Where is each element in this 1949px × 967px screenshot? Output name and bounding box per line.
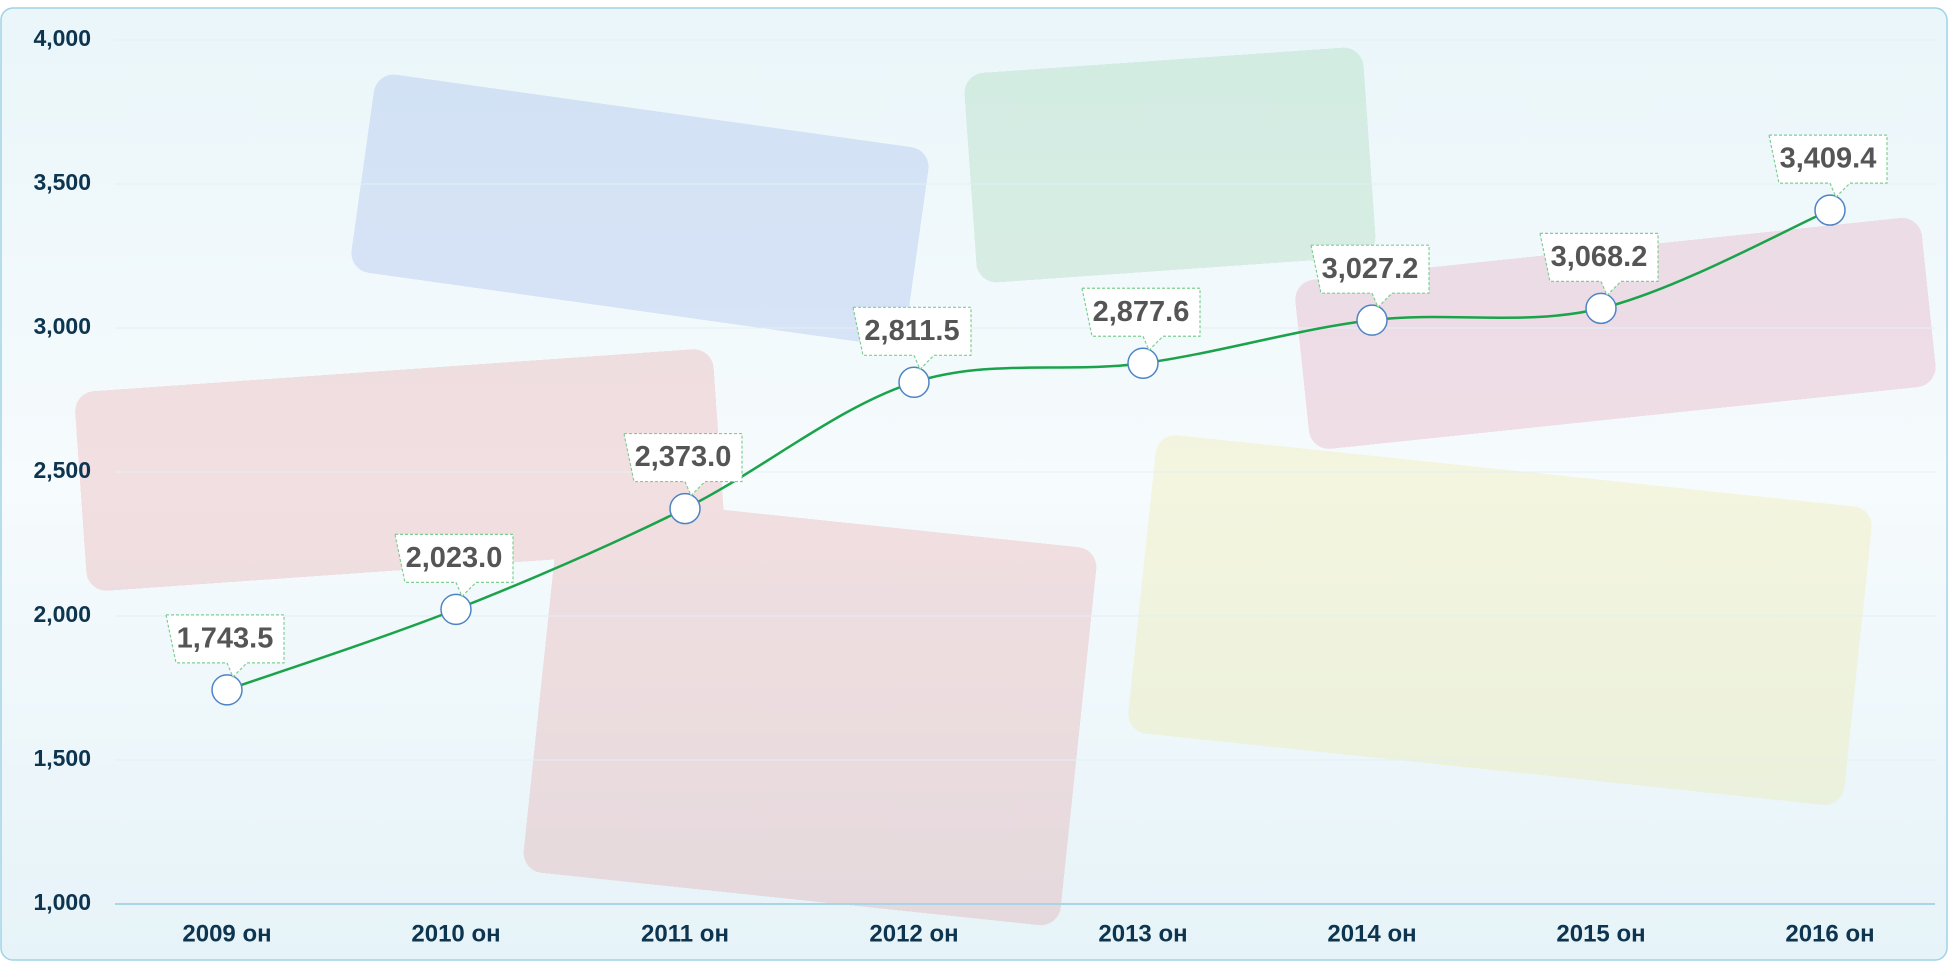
point (669, 492, 701, 525)
point (440, 593, 472, 626)
data-label: 2,877.6 (1093, 296, 1190, 328)
x-tick-label: 2014 он (1327, 920, 1416, 947)
label-box (623, 432, 743, 497)
label-box (1539, 232, 1659, 297)
data-label: 2,811.5 (864, 315, 959, 347)
label-box (394, 533, 514, 598)
label-box (852, 306, 972, 371)
data-label: 2,373.0 (635, 441, 732, 473)
label-box (1768, 134, 1888, 199)
y-tick-label: 3,000 (33, 313, 91, 339)
x-tick-label: 2012 он (869, 920, 958, 947)
line (226, 208, 1831, 692)
point (1585, 292, 1617, 325)
label-box (1310, 244, 1430, 309)
data-label: 1,743.5 (177, 623, 274, 655)
x-tick-label: 2010 он (411, 920, 500, 947)
data-label: 2,023.0 (406, 542, 503, 574)
point (1814, 194, 1846, 226)
data-label: 3,027.2 (1322, 253, 1419, 285)
x-tick-label: 2015 он (1556, 920, 1645, 947)
y-tick-label: 1,500 (33, 745, 91, 771)
background (0, 7, 1948, 961)
data-label: 3,409.4 (1780, 143, 1877, 175)
x-tick-label: 2009 он (182, 920, 271, 947)
y-tick-label: 3,500 (33, 169, 91, 195)
point (1127, 347, 1159, 380)
x-tick-label: 2011 он (641, 920, 729, 947)
point (1356, 304, 1388, 336)
point (211, 674, 243, 706)
x-tick-label: 2013 он (1098, 920, 1187, 947)
x-tick-label: 2016 он (1785, 920, 1874, 947)
label-box (165, 614, 285, 678)
point (898, 366, 930, 399)
y-tick-label: 1,000 (33, 889, 91, 915)
y-tick-label: 4,000 (33, 25, 91, 51)
decorative-sim-cards (75, 47, 1936, 926)
y-tick-label: 2,000 (33, 601, 91, 627)
y-tick-label: 2,500 (33, 457, 91, 483)
label-box (1081, 287, 1201, 352)
data-label: 3,068.2 (1551, 241, 1648, 273)
